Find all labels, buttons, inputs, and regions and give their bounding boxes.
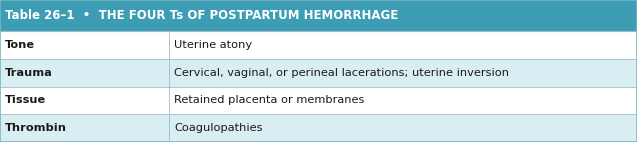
Text: Retained placenta or membranes: Retained placenta or membranes (174, 95, 364, 106)
Text: Cervical, vaginal, or perineal lacerations; uterine inversion: Cervical, vaginal, or perineal laceratio… (174, 68, 509, 78)
Text: Trauma: Trauma (5, 68, 53, 78)
Text: Thrombin: Thrombin (5, 123, 67, 133)
Bar (0, 114, 637, 142)
Text: Tissue: Tissue (5, 95, 47, 106)
Bar (0, 0, 637, 31)
Text: Uterine atony: Uterine atony (174, 40, 252, 50)
Bar (0, 59, 637, 87)
Bar (0, 31, 637, 59)
Text: Table 26–1  •  THE FOUR Ts OF POSTPARTUM HEMORRHAGE: Table 26–1 • THE FOUR Ts OF POSTPARTUM H… (5, 9, 398, 22)
Text: Coagulopathies: Coagulopathies (174, 123, 262, 133)
Text: Tone: Tone (5, 40, 35, 50)
Bar (0, 87, 637, 114)
